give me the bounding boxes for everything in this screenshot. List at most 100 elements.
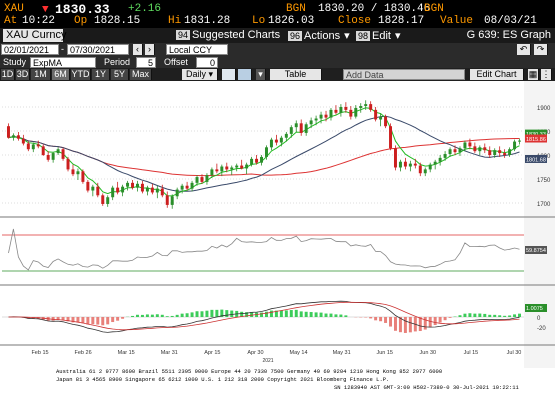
- edit-menu[interactable]: 98 Edit ▾: [356, 29, 401, 42]
- candle-body: [131, 182, 135, 188]
- chevron-down-icon[interactable]: ▾: [256, 69, 266, 80]
- price-chart[interactable]: 170017501800185019001830.331815.861801.6…: [0, 81, 555, 400]
- oscillator-value: 59.8754: [526, 248, 546, 254]
- pricing-source: BGN: [286, 3, 306, 15]
- add-data-input[interactable]: Add Data: [343, 69, 465, 80]
- macd-line: [8, 300, 520, 333]
- edit-chart-button[interactable]: Edit Chart: [470, 69, 524, 80]
- candle-body: [498, 150, 502, 154]
- currency-select[interactable]: Local CCY: [166, 44, 228, 55]
- last-price: 1830.33: [55, 2, 110, 17]
- price-label-value: 1801.68: [526, 157, 546, 163]
- candle-body: [165, 195, 169, 205]
- more-icon[interactable]: ⋮: [541, 69, 552, 80]
- candle-body: [220, 166, 224, 172]
- candle-body: [240, 165, 244, 169]
- study-row: Study ExpMA Period 5 Offset 0: [0, 56, 555, 68]
- candle-body: [264, 147, 268, 157]
- price-label-box: [525, 129, 547, 138]
- macd-tick-label: 0: [537, 316, 541, 322]
- candle-body: [16, 135, 20, 139]
- open-label: Op: [74, 15, 88, 27]
- footer-line: Japan 81 3 4565 8900 Singapore 65 6212 1…: [56, 376, 389, 383]
- candle-body: [116, 187, 120, 193]
- x-axis-label: Mar 15: [118, 350, 135, 356]
- candle-body: [61, 149, 65, 159]
- range-button-6m[interactable]: 6M: [52, 69, 70, 80]
- candle-body: [140, 183, 144, 192]
- candle-body: [269, 139, 273, 148]
- start-date-input[interactable]: 02/01/2021: [1, 44, 59, 55]
- line-chart-icon[interactable]: [222, 69, 236, 80]
- x-axis-label: May 14: [290, 350, 308, 356]
- x-axis-label: Jun 30: [420, 350, 437, 356]
- price-label-box: [525, 134, 547, 143]
- macd-value: 1.0075: [526, 306, 543, 312]
- actions-menu[interactable]: 96 Actions ▾: [288, 29, 350, 42]
- range-button-1y[interactable]: 1Y: [92, 69, 110, 80]
- candle-body: [384, 116, 388, 127]
- candle-body: [260, 156, 264, 163]
- candle-body: [235, 165, 239, 168]
- candle-chart-icon[interactable]: [238, 69, 252, 80]
- table-button[interactable]: Table: [270, 69, 322, 80]
- candle-body: [274, 139, 278, 143]
- footer-line: SN 1283940 AST GMT-3:00 H502-7389-0 30-J…: [334, 384, 520, 391]
- range-button-ytd[interactable]: YTD: [71, 69, 91, 80]
- candle-body: [493, 150, 497, 155]
- candle-body: [289, 127, 293, 134]
- candle-body: [468, 142, 472, 147]
- price-tick-label: 1750: [537, 178, 551, 184]
- study-select[interactable]: ExpMA: [30, 57, 96, 68]
- price-label-value: 1815.86: [526, 137, 546, 143]
- candle-body: [250, 158, 254, 165]
- range-button-1m[interactable]: 1M: [31, 69, 51, 80]
- candle-body: [111, 187, 115, 198]
- range-button-3d[interactable]: 3D: [16, 69, 30, 80]
- oscillator-value-box: [525, 246, 547, 254]
- calendar-next-icon[interactable]: ›: [145, 44, 155, 55]
- candle-body: [36, 144, 40, 147]
- candle-body: [185, 185, 189, 189]
- candle-body: [41, 146, 45, 155]
- candle-body: [393, 148, 397, 168]
- undo-icon[interactable]: ↶: [517, 44, 531, 55]
- down-arrow-icon: ▼: [42, 4, 49, 16]
- suggested-charts-tag: 94: [176, 30, 191, 40]
- offset-input[interactable]: 0: [196, 57, 218, 68]
- quote-bar: XAU ▼ 1830.33 +2.16 BGN 1830.20 / 1830.4…: [0, 0, 555, 28]
- period-input[interactable]: 5: [136, 57, 156, 68]
- high-value: 1831.28: [184, 15, 231, 27]
- actions-label: Actions: [304, 30, 341, 42]
- candle-body: [56, 149, 60, 154]
- candle-body: [86, 181, 90, 191]
- candle-body: [170, 196, 174, 205]
- redo-icon[interactable]: ↷: [534, 44, 548, 55]
- suggested-charts-menu[interactable]: 94 Suggested Charts: [176, 29, 280, 42]
- low-label: Lo: [252, 15, 266, 27]
- chart-settings-icon[interactable]: ▦: [528, 69, 539, 80]
- frequency-select[interactable]: Daily ▾: [182, 69, 218, 80]
- menu-bar: XAU Curncy 94 Suggested Charts 96 Actions ▾…: [0, 28, 555, 43]
- calendar-prev-icon[interactable]: ‹: [133, 44, 143, 55]
- x-axis-label: Feb 26: [75, 350, 92, 356]
- security-field[interactable]: XAU Curncy: [3, 29, 67, 42]
- range-button-5y[interactable]: 5Y: [111, 69, 129, 80]
- candle-body: [175, 189, 179, 197]
- candle-body: [334, 109, 338, 113]
- candle-body: [205, 175, 209, 182]
- candle-body: [210, 169, 214, 176]
- price-label-box: [525, 154, 547, 163]
- candle-body: [398, 161, 402, 168]
- date-range-row: 02/01/2021 - 07/30/2021 ‹ › Local CCY ↶ …: [0, 43, 555, 56]
- macd-tick-label: -20: [537, 326, 546, 332]
- range-button-1d[interactable]: 1D: [1, 69, 15, 80]
- end-date-input[interactable]: 07/30/2021: [67, 44, 129, 55]
- candle-body: [180, 185, 184, 190]
- range-button-max[interactable]: Max: [130, 69, 152, 80]
- chevron-down-icon: ▾: [394, 30, 401, 42]
- candle-body: [215, 169, 219, 172]
- actions-tag: 96: [288, 31, 303, 41]
- edit-label: Edit: [372, 30, 391, 42]
- candle-body: [359, 106, 363, 108]
